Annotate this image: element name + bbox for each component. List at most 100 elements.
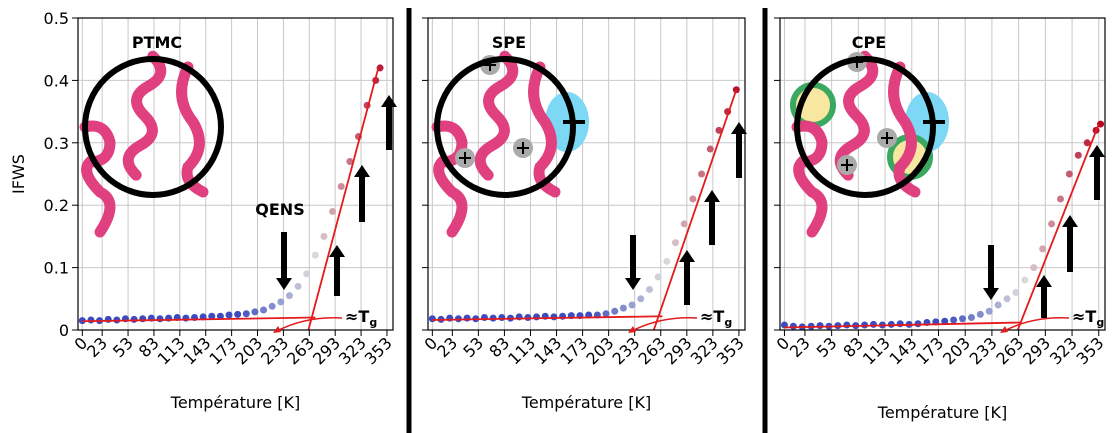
point [628, 301, 636, 309]
arrow-head [679, 250, 695, 262]
fit-line [652, 89, 738, 331]
polymer [122, 50, 167, 181]
point [524, 314, 532, 322]
point [959, 315, 967, 323]
y-tick-label: 0.2 [44, 196, 69, 215]
point [967, 314, 975, 322]
point [602, 310, 610, 318]
plus [459, 152, 471, 164]
y-tick-label: 0.5 [44, 9, 69, 28]
polymer [176, 61, 209, 198]
point [976, 310, 984, 318]
x-axis-label: Température [K] [521, 393, 651, 412]
fit-line [307, 67, 380, 331]
point [533, 313, 541, 321]
tg-arrow-head [1000, 326, 1008, 333]
tg-label: ≈Tg [700, 307, 732, 329]
y-axis-label: IFWS [9, 154, 28, 194]
arrow-head [329, 245, 345, 257]
arrow-head [1062, 215, 1078, 227]
point [550, 313, 558, 321]
arrow-head [1036, 275, 1052, 287]
tg-label-main: ≈T [345, 307, 369, 326]
point [242, 310, 250, 318]
point [320, 232, 328, 240]
point [689, 195, 697, 203]
point [428, 315, 436, 323]
point [637, 295, 645, 303]
fit-line [82, 316, 316, 323]
point [950, 316, 958, 324]
arrow-head [381, 95, 397, 107]
axes-frame [77, 17, 394, 331]
polymer [791, 120, 828, 238]
inset-ring [434, 56, 576, 198]
polymer [79, 120, 116, 238]
tg-label: ≈Tg [1072, 307, 1104, 329]
panel: 00.10.20.30.40.5023538311314317320323326… [9, 9, 397, 412]
panel: 0235383113143173203233263293323353CPE≈Tg… [773, 17, 1108, 422]
axes-frame [779, 17, 1106, 331]
point [311, 251, 319, 259]
polymer [834, 50, 879, 181]
polymer [431, 120, 468, 238]
point [672, 239, 680, 247]
point [715, 126, 723, 134]
tg-arrow-head [628, 326, 636, 333]
x-tick-label: 353 [1073, 333, 1108, 368]
point [663, 257, 671, 265]
point [1048, 220, 1056, 228]
panel-title: SPE [492, 33, 526, 52]
point [1039, 245, 1047, 253]
inset [79, 50, 224, 238]
point [346, 158, 354, 166]
point [789, 322, 797, 330]
point [156, 315, 164, 323]
arrow-head [731, 122, 747, 134]
polymer [474, 50, 519, 181]
point [941, 317, 949, 325]
point [994, 301, 1002, 309]
y-tick-label: 0.4 [44, 71, 69, 90]
point [896, 320, 904, 328]
plus [841, 159, 853, 171]
point [843, 321, 851, 329]
point [1003, 295, 1011, 303]
point [329, 207, 337, 215]
point [706, 145, 714, 153]
tg-label-sub: g [369, 316, 377, 329]
point [285, 292, 293, 300]
y-tick-label: 0.3 [44, 134, 69, 153]
arrow-head [1089, 145, 1105, 157]
arrow-head [625, 278, 641, 290]
tg-label-main: ≈T [700, 307, 724, 326]
x-tick-label: 53 [813, 333, 841, 361]
polymer [528, 61, 561, 198]
point [654, 273, 662, 281]
x-tick-label: 53 [459, 333, 487, 361]
fit-line [432, 315, 663, 321]
point [294, 282, 302, 290]
fit-line [784, 321, 1021, 329]
y-tick-label: 0 [59, 321, 69, 340]
polymer [888, 61, 921, 198]
point [619, 304, 627, 312]
plus [881, 132, 893, 144]
point [251, 308, 259, 316]
point [645, 285, 653, 293]
point [869, 320, 877, 328]
point [1012, 289, 1020, 297]
panel-title: PTMC [132, 33, 182, 52]
point [225, 311, 233, 319]
point [985, 307, 993, 315]
point [268, 302, 276, 310]
arrow-head [276, 278, 292, 290]
point [130, 315, 138, 323]
tg-arrow [1001, 317, 1070, 333]
x-tick-label: 23 [83, 333, 111, 361]
tg-arrow-head [273, 326, 281, 333]
x-axis-label: Température [K] [877, 403, 1007, 422]
point [1065, 170, 1073, 178]
point [1074, 151, 1082, 159]
tg-label-sub: g [724, 316, 732, 329]
